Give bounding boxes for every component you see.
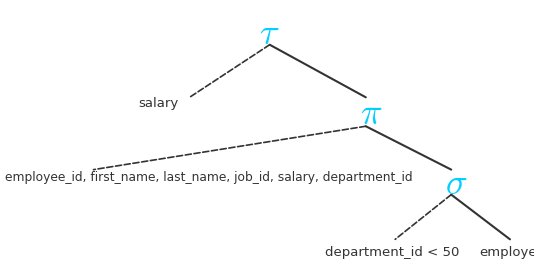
Text: salary: salary xyxy=(139,97,179,110)
Text: $\sigma$: $\sigma$ xyxy=(445,167,468,201)
Text: employee_id, first_name, last_name, job_id, salary, department_id: employee_id, first_name, last_name, job_… xyxy=(5,171,413,184)
Text: employees: employees xyxy=(479,246,534,259)
Text: $\tau$: $\tau$ xyxy=(260,17,280,51)
Text: $\pi$: $\pi$ xyxy=(360,96,382,130)
Text: department_id < 50: department_id < 50 xyxy=(325,246,460,259)
